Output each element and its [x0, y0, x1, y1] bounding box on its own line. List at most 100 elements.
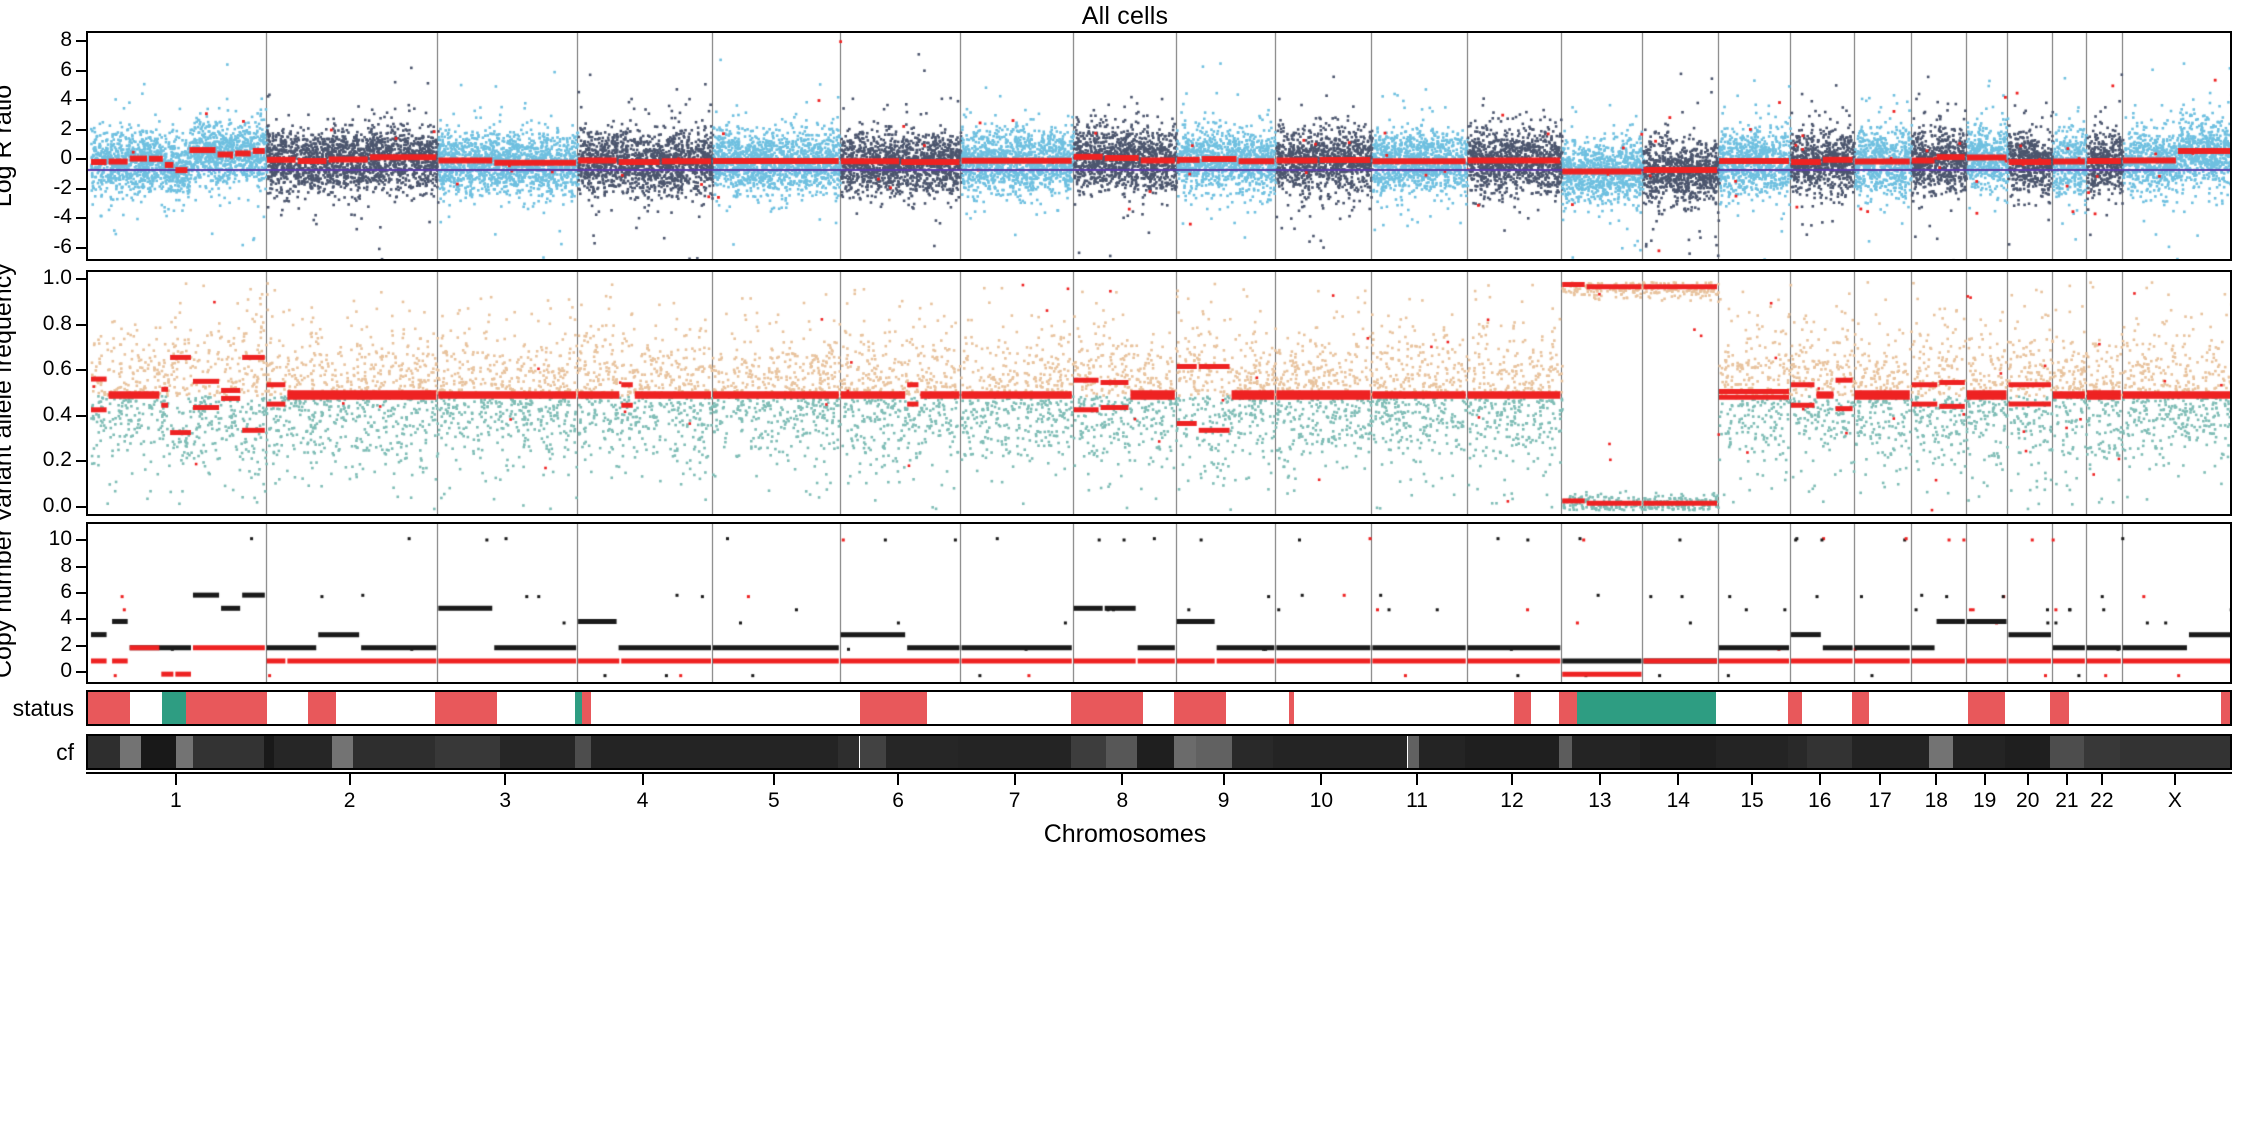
y-tick-label: 0.6	[42, 357, 72, 381]
cf-segment	[2119, 736, 2230, 768]
y-tick-label: 2	[60, 116, 72, 140]
y-tick-mark	[76, 460, 88, 463]
status-segment	[1070, 692, 1143, 724]
chromosome-tick-mark	[174, 774, 177, 785]
cf-segment	[140, 736, 176, 768]
cf-segment	[1231, 736, 1274, 768]
chromosome-tick-label: 21	[2055, 789, 2079, 812]
x-axis-label: Chromosomes	[1043, 820, 1207, 848]
cf-track-label: cf	[56, 739, 74, 765]
cf-segment	[353, 736, 436, 768]
chromosome-tick-label: 22	[2090, 789, 2114, 812]
y-tick-mark	[76, 618, 88, 621]
y-tick-label: 2	[60, 632, 72, 656]
chromosome-tick-mark	[897, 774, 900, 785]
cf-segment	[1418, 736, 1465, 768]
cf-segment	[332, 736, 353, 768]
cf-segment	[1464, 736, 1560, 768]
chromosome-tick-label: 12	[1500, 789, 1524, 812]
status-segment	[1716, 692, 1789, 724]
y-tick-mark	[76, 99, 88, 102]
y-tick-mark	[76, 414, 88, 417]
status-segment	[1963, 692, 1968, 724]
cf-segment	[1407, 736, 1419, 768]
chromosome-tick-label: 19	[1972, 789, 1997, 812]
y-tick-mark	[76, 505, 88, 508]
chromosome-tick-mark	[2100, 774, 2103, 785]
y-tick-mark	[76, 40, 88, 43]
y-tick-mark	[76, 565, 88, 568]
cf-segment	[88, 736, 120, 768]
y-tick-label: 6	[60, 57, 72, 81]
y-tick-label: 0.8	[42, 311, 72, 335]
status-segment	[2068, 692, 2084, 724]
cf-segment	[274, 736, 333, 768]
chromosome-tick-label: 11	[1406, 789, 1428, 812]
status-segment	[186, 692, 264, 724]
chromosome-tick-mark	[348, 774, 351, 785]
status-segment	[1788, 692, 1802, 724]
cf-segment	[575, 736, 592, 768]
status-segment	[1559, 692, 1578, 724]
y-tick-mark	[76, 644, 88, 647]
status-segment	[496, 692, 576, 724]
cf-segment	[1369, 736, 1408, 768]
cf-segment	[591, 736, 710, 768]
status-segment	[2083, 692, 2120, 724]
cf-segment	[837, 736, 860, 768]
status-segment	[1968, 692, 2006, 724]
chromosome-tick-mark	[1320, 774, 1323, 785]
variant-allele-frequency-plot-canvas	[88, 272, 2230, 514]
chromosome-tick-mark	[2026, 774, 2029, 785]
y-tick-label: 8	[60, 553, 72, 577]
chromosome-tick-mark	[504, 774, 507, 785]
y-tick-label: 0.4	[42, 402, 72, 426]
figure-title: All cells	[1081, 2, 1169, 30]
y-tick-label: 0.2	[42, 448, 72, 472]
cf-segment	[1928, 736, 1953, 768]
chromosome-tick-mark	[1935, 774, 1938, 785]
y-tick-mark	[76, 158, 88, 161]
chromosome-tick-mark	[1677, 774, 1680, 785]
status-segment	[837, 692, 860, 724]
status-segment	[1464, 692, 1514, 724]
copy-number-panel	[86, 522, 2232, 684]
chromosome-tick-label: 17	[1868, 789, 1892, 812]
cf-segment	[1105, 736, 1137, 768]
y-tick-label: 4	[60, 87, 72, 111]
log-r-ratio-panel	[86, 31, 2232, 261]
status-track-label: status	[12, 695, 74, 721]
chromosome-tick-label: 2	[343, 789, 356, 812]
cf-segment	[1908, 736, 1929, 768]
x-axis-line	[86, 772, 2232, 774]
cf-segment	[435, 736, 500, 768]
status-segment	[1908, 692, 1964, 724]
cf-segment	[2049, 736, 2084, 768]
y-tick-mark	[76, 246, 88, 249]
cf-segment	[1952, 736, 1964, 768]
status-segment	[591, 692, 710, 724]
chromosome-tick-label: 18	[1924, 789, 1948, 812]
y-tick-label: 8	[60, 28, 72, 52]
chromosome-tick-label: 1	[170, 789, 182, 812]
chromosome-tick-label: 13	[1588, 789, 1612, 812]
variant-allele-frequency-axis-label: Variant allele frequency	[0, 263, 17, 523]
chromosome-tick-mark	[641, 774, 644, 785]
chromosome-tick-label: 6	[892, 789, 904, 812]
y-tick-label: -2	[53, 175, 72, 199]
cf-segment	[2083, 736, 2120, 768]
status-track	[86, 690, 2232, 726]
status-segment	[263, 692, 268, 724]
status-segment	[709, 692, 838, 724]
status-segment	[2221, 692, 2230, 724]
status-segment	[1802, 692, 1852, 724]
status-segment	[1288, 692, 1295, 724]
variant-allele-frequency-panel	[86, 270, 2232, 516]
status-segment	[1640, 692, 1717, 724]
status-segment	[1868, 692, 1909, 724]
cf-segment	[886, 736, 959, 768]
chromosome-tick-mark	[1510, 774, 1513, 785]
cf-segment	[1963, 736, 2006, 768]
chromosome-tick-label: 20	[2016, 789, 2040, 812]
